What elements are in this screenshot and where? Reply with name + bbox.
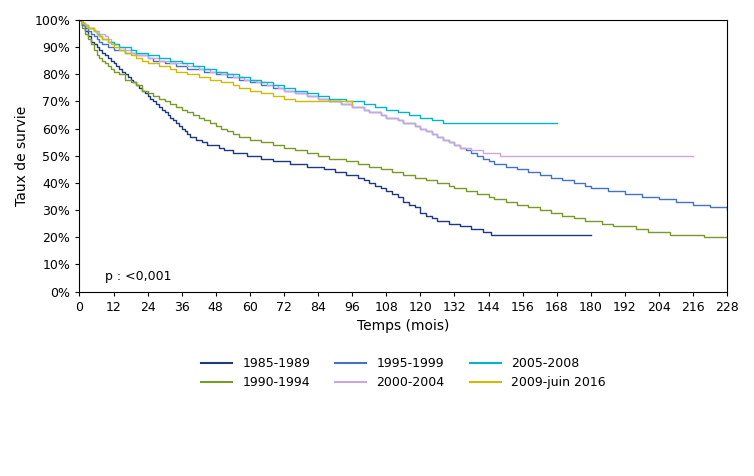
2009-juin 2016 <box>348 101 357 107</box>
2000-2004 <box>314 96 323 101</box>
1985-1989 <box>149 99 158 104</box>
2005-2008 <box>507 120 516 126</box>
2009-juin 2016 <box>314 99 323 104</box>
1995-1999 <box>84 28 93 34</box>
Line: 2005-2008: 2005-2008 <box>79 20 556 123</box>
2005-2008 <box>552 120 561 126</box>
Legend: 1985-1989, 1990-1994, 1995-1999, 2000-2004, 2005-2008, 2009-juin 2016: 1985-1989, 1990-1994, 1995-1999, 2000-20… <box>196 352 611 395</box>
1990-1994 <box>376 167 385 172</box>
2000-2004 <box>495 153 504 159</box>
2009-juin 2016 <box>155 63 164 69</box>
1985-1989 <box>180 129 189 134</box>
1985-1989 <box>118 69 127 74</box>
2005-2008 <box>121 44 130 50</box>
2009-juin 2016 <box>103 39 112 45</box>
Line: 1985-1989: 1985-1989 <box>79 20 591 235</box>
Line: 2000-2004: 2000-2004 <box>79 20 693 156</box>
1990-1994 <box>98 58 107 64</box>
2009-juin 2016 <box>92 31 101 37</box>
2005-2008 <box>188 63 198 69</box>
1995-1999 <box>569 180 578 186</box>
Y-axis label: Taux de survie: Taux de survie <box>15 106 29 206</box>
2005-2008 <box>280 85 289 91</box>
2000-2004 <box>75 17 84 23</box>
1995-1999 <box>245 79 254 85</box>
1985-1989 <box>197 139 206 145</box>
1985-1989 <box>75 17 84 23</box>
Text: p : <0,001: p : <0,001 <box>106 270 172 283</box>
X-axis label: Temps (mois): Temps (mois) <box>357 319 449 333</box>
1995-1999 <box>654 197 664 202</box>
1990-1994 <box>211 123 220 129</box>
2005-2008 <box>206 66 215 72</box>
2005-2008 <box>183 60 192 66</box>
2000-2004 <box>183 63 192 69</box>
1990-1994 <box>444 183 453 188</box>
1985-1989 <box>587 232 596 238</box>
1990-1994 <box>75 17 84 23</box>
1990-1994 <box>245 137 254 142</box>
1995-1999 <box>722 207 731 213</box>
Line: 1995-1999: 1995-1999 <box>79 20 727 210</box>
1985-1989 <box>487 232 496 238</box>
1990-1994 <box>722 234 731 240</box>
2000-2004 <box>84 25 93 31</box>
1985-1989 <box>473 226 482 232</box>
2005-2008 <box>439 120 448 126</box>
2005-2008 <box>75 17 84 23</box>
1990-1994 <box>700 234 709 240</box>
1995-1999 <box>75 17 84 23</box>
2009-juin 2016 <box>115 47 124 53</box>
1995-1999 <box>86 31 95 37</box>
1990-1994 <box>370 164 379 169</box>
Line: 2009-juin 2016: 2009-juin 2016 <box>79 20 352 104</box>
Line: 1990-1994: 1990-1994 <box>79 20 727 237</box>
2000-2004 <box>688 153 697 159</box>
1985-1989 <box>296 161 305 167</box>
2000-2004 <box>95 31 104 37</box>
2009-juin 2016 <box>75 17 84 23</box>
2009-juin 2016 <box>342 99 351 104</box>
2000-2004 <box>461 145 470 150</box>
2000-2004 <box>354 104 363 110</box>
1995-1999 <box>518 167 527 172</box>
